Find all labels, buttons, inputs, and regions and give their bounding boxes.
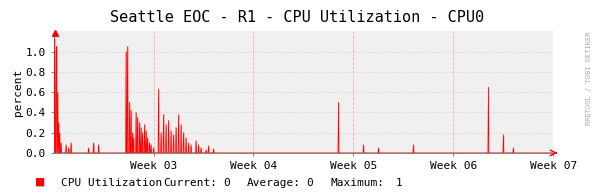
- Text: Average:: Average:: [247, 178, 301, 188]
- Y-axis label: percent: percent: [13, 68, 23, 116]
- Text: Current:: Current:: [164, 178, 218, 188]
- Text: ■: ■: [36, 174, 44, 188]
- Text: Maximum:: Maximum:: [330, 178, 384, 188]
- Text: CPU Utilization: CPU Utilization: [61, 178, 162, 188]
- Text: Seattle EOC - R1 - CPU Utilization - CPU0: Seattle EOC - R1 - CPU Utilization - CPU…: [111, 10, 484, 25]
- Text: RRDTOOL / TOBI OETIKER: RRDTOOL / TOBI OETIKER: [586, 32, 592, 125]
- Text: 0: 0: [223, 178, 230, 188]
- Text: 1: 1: [396, 178, 402, 188]
- Text: 0: 0: [306, 178, 313, 188]
